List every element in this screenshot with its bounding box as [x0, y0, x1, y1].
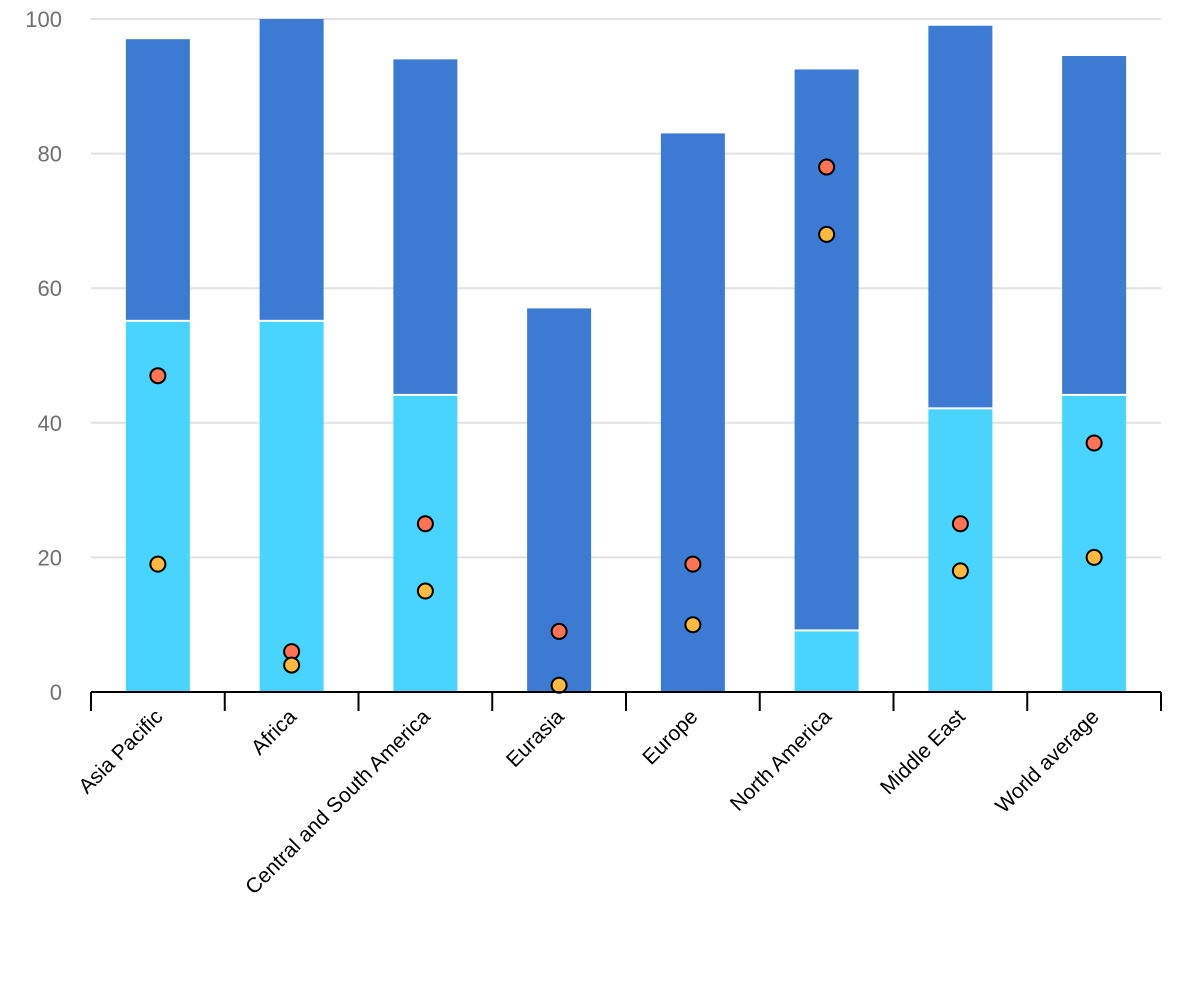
x-tick-label: Asia Pacific — [74, 705, 167, 798]
bar-upper-segment — [125, 39, 190, 320]
y-tick-label: 20 — [38, 545, 62, 570]
marker-point-a — [416, 515, 434, 533]
marker-point-b — [818, 225, 836, 243]
x-tick-label: Eurasia — [502, 705, 569, 772]
bar-upper-segment — [660, 133, 725, 692]
marker-point-a — [818, 158, 836, 176]
y-axis-ticks: 0 20 40 60 80 100 — [25, 7, 62, 705]
bar-lower-segment — [928, 409, 993, 692]
y-tick-label: 0 — [50, 680, 62, 705]
marker-point-b — [1085, 548, 1103, 566]
marker-point-a — [550, 622, 568, 640]
y-tick-label: 60 — [38, 276, 62, 301]
bar-lower-segment — [794, 631, 859, 692]
x-tick-label: World average — [991, 705, 1104, 818]
marker-point-b — [283, 656, 301, 674]
marker-point-b — [684, 616, 702, 634]
bar-lower-segment — [259, 321, 324, 692]
marker-point-b — [951, 562, 969, 580]
bar-upper-segment — [928, 25, 993, 408]
x-tick-label: Africa — [247, 705, 301, 759]
bar-lower-segment — [393, 395, 458, 692]
x-tick-label: Middle East — [876, 705, 970, 799]
bar-upper-segment — [393, 59, 458, 394]
x-tick-label: North America — [726, 705, 837, 816]
gridlines — [91, 18, 1161, 559]
y-tick-label: 100 — [25, 7, 62, 32]
y-tick-label: 40 — [38, 411, 62, 436]
bar-upper-segment — [1062, 56, 1127, 394]
y-tick-label: 80 — [38, 142, 62, 167]
marker-point-a — [684, 555, 702, 573]
bars — [125, 19, 1127, 692]
bar-upper-segment — [259, 19, 324, 320]
marker-point-a — [1085, 434, 1103, 452]
x-tick-label: Europe — [638, 705, 702, 769]
markers — [149, 158, 1103, 694]
marker-point-b — [550, 676, 568, 694]
marker-point-b — [416, 582, 434, 600]
bar-upper-segment — [794, 69, 859, 630]
marker-point-b — [149, 555, 167, 573]
marker-point-a — [951, 515, 969, 533]
marker-point-a — [149, 367, 167, 385]
x-axis — [90, 691, 1162, 711]
